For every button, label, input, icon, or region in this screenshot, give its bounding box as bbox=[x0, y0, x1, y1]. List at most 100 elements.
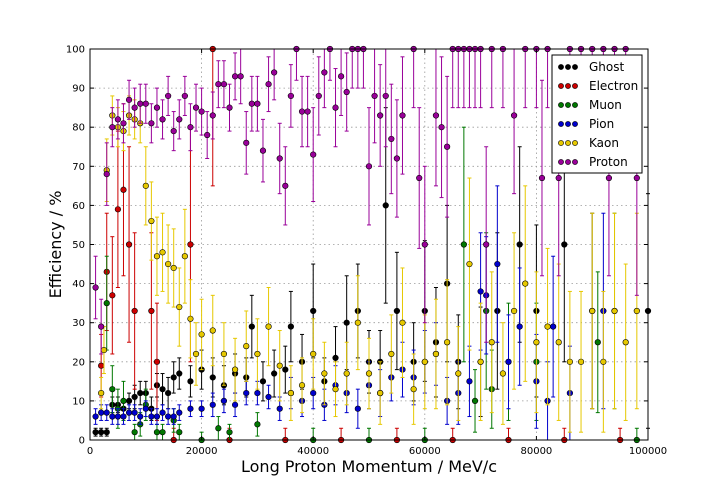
kaon-data-point bbox=[231, 366, 239, 373]
proton-data-point bbox=[137, 100, 144, 107]
ghost-data-point bbox=[187, 378, 194, 385]
pion-data-point bbox=[170, 413, 177, 420]
proton-data-point bbox=[109, 124, 116, 131]
kaon-data-point bbox=[510, 307, 518, 315]
proton-data-point bbox=[204, 131, 211, 139]
proton-data-point bbox=[287, 92, 294, 100]
legend-marker-muon bbox=[558, 102, 564, 108]
muon-data-point bbox=[153, 429, 161, 436]
x-tick-label: 100000 bbox=[629, 446, 667, 457]
proton-data-point bbox=[438, 124, 445, 131]
ticks: 0 20000 40000 60000 80000 100000 0 10 20 30 40 50 60… bbox=[66, 45, 667, 458]
electron-data-point bbox=[153, 358, 161, 365]
proton-data-point bbox=[555, 174, 562, 182]
proton-data-point bbox=[170, 128, 177, 135]
kaon-data-point bbox=[170, 264, 177, 272]
muon-data-point bbox=[594, 339, 601, 346]
proton-data-point bbox=[114, 116, 121, 123]
pion-data-point bbox=[243, 389, 250, 397]
kaon-data-point bbox=[611, 307, 618, 315]
pion-data-point bbox=[131, 409, 138, 416]
proton-data-point bbox=[538, 174, 546, 182]
y-tick-label: 90 bbox=[72, 84, 85, 95]
pion-data-point bbox=[276, 405, 283, 412]
kaon-data-point bbox=[310, 350, 317, 358]
proton-data-point bbox=[393, 155, 401, 162]
kaon-data-point bbox=[600, 358, 607, 365]
proton-data-point bbox=[220, 81, 228, 88]
ghost-data-point bbox=[382, 202, 389, 209]
y-tick-label: 60 bbox=[72, 201, 85, 212]
ghost-data-point bbox=[98, 429, 105, 436]
kaon-data-point bbox=[148, 217, 155, 225]
y-tick-label: 70 bbox=[72, 162, 85, 173]
legend-marker-pion bbox=[572, 121, 578, 127]
proton-data-point bbox=[310, 151, 317, 158]
proton-data-point bbox=[103, 171, 110, 178]
kaon-data-point bbox=[276, 362, 283, 369]
proton-data-point bbox=[332, 104, 339, 111]
proton-data-point bbox=[120, 120, 127, 127]
ghost-data-point bbox=[165, 389, 172, 397]
proton-data-point bbox=[265, 81, 272, 88]
series-layer bbox=[92, 45, 652, 444]
kaon-data-point bbox=[192, 350, 200, 358]
legend-label-kaon: Kaon bbox=[589, 136, 619, 150]
kaon-data-point bbox=[176, 303, 183, 311]
kaon-data-point bbox=[410, 386, 417, 393]
kaon-data-point bbox=[153, 253, 161, 260]
pion-data-point bbox=[165, 413, 172, 420]
y-tick-label: 0 bbox=[79, 436, 85, 447]
pion-data-point bbox=[516, 323, 523, 330]
muon-data-point bbox=[109, 386, 116, 393]
ghost-data-point bbox=[259, 378, 267, 385]
proton-data-point bbox=[254, 100, 261, 107]
ghost-data-point bbox=[103, 429, 110, 436]
x-tick-label: 80000 bbox=[520, 446, 552, 457]
ghost-data-point bbox=[282, 366, 289, 373]
kaon-data-point bbox=[589, 307, 596, 315]
proton-data-point bbox=[176, 116, 183, 123]
proton-data-point bbox=[142, 100, 149, 107]
proton-data-point bbox=[421, 241, 428, 248]
proton-data-point bbox=[215, 81, 222, 88]
ghost-data-point bbox=[125, 397, 133, 405]
pion-data-point bbox=[505, 358, 512, 365]
muon-data-point bbox=[176, 429, 183, 436]
proton-data-point bbox=[181, 92, 188, 100]
kaon-data-point bbox=[622, 339, 629, 346]
legend-box bbox=[551, 54, 643, 174]
kaon-data-point bbox=[522, 280, 529, 287]
kaon-data-point bbox=[159, 249, 166, 256]
pion-data-point bbox=[209, 401, 216, 408]
y-tick-label: 30 bbox=[72, 318, 85, 329]
x-tick-label: 20000 bbox=[186, 446, 218, 457]
x-tick-label: 40000 bbox=[297, 446, 329, 457]
x-tick-label: 60000 bbox=[409, 446, 441, 457]
pion-data-point bbox=[98, 409, 105, 416]
kaon-data-point bbox=[533, 339, 540, 346]
kaon-data-point bbox=[377, 389, 384, 397]
electron-data-point bbox=[120, 186, 127, 193]
ghost-data-point bbox=[176, 370, 183, 377]
legend-marker-kaon bbox=[565, 140, 571, 146]
pion-data-point bbox=[92, 413, 99, 420]
kaon-data-point bbox=[633, 307, 640, 315]
legend-marker-proton bbox=[572, 159, 578, 165]
y-axis-label: Efficiency / % bbox=[46, 191, 65, 299]
kaon-data-point bbox=[287, 389, 294, 397]
ghost-data-point bbox=[310, 307, 317, 315]
kaon-data-point bbox=[421, 358, 428, 365]
legend-marker-electron bbox=[572, 83, 578, 89]
proton-data-point bbox=[209, 112, 216, 119]
kaon-data-point bbox=[265, 323, 272, 330]
proton-data-point bbox=[165, 92, 172, 100]
muon-data-point bbox=[131, 429, 138, 436]
proton-data-point bbox=[298, 108, 306, 115]
series-kaon bbox=[98, 95, 640, 433]
kaon-data-point bbox=[555, 339, 562, 346]
muon-data-point bbox=[471, 397, 479, 405]
y-tick-label: 50 bbox=[72, 240, 85, 251]
proton-data-point bbox=[159, 116, 166, 123]
pion-data-point bbox=[125, 409, 133, 416]
